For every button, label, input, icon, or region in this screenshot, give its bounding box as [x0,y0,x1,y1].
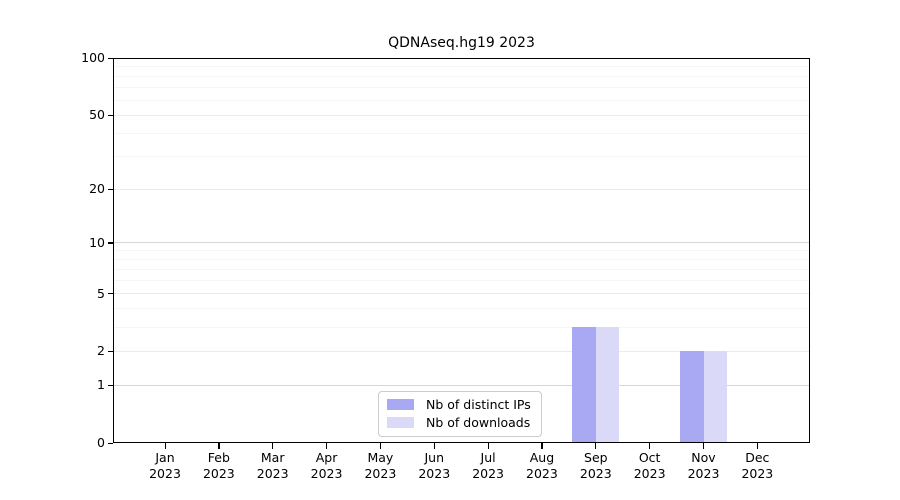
gridline-y70 [114,86,809,88]
x-tick-label-jul: Jul 2023 [460,450,516,482]
y-tick-mark-1 [108,384,113,386]
legend-item-downloads: Nb of downloads [387,415,531,430]
x-tick-label-nov: Nov 2023 [676,450,732,482]
bar-nov-2023-downloads [703,351,727,443]
x-tick-label-dec: Dec 2023 [729,450,785,482]
chart-title: QDNAseq.hg19 2023 [388,35,535,51]
x-tick-label-jun: Jun 2023 [406,450,462,482]
gridline-y7 [114,269,809,271]
bar-nov-2023-distinct-ips [680,351,704,443]
y-tick-mark-20 [108,188,113,190]
legend-swatch-downloads-icon [387,417,414,428]
x-tick-year-aug: 2023 [526,466,558,481]
x-tick-label-jan: Jan 2023 [137,450,193,482]
y-tick-label-0: 0 [97,435,105,450]
y-tick-mark-0 [108,442,113,444]
y-tick-label-5: 5 [97,285,105,301]
gridline-y5 [114,293,809,295]
x-tick-year-mar: 2023 [256,466,289,481]
x-tick-mark-jun [433,443,435,449]
x-tick-label-may: May 2023 [352,450,408,482]
x-tick-year-dec: 2023 [741,466,774,481]
x-tick-mark-apr [326,443,328,449]
y-tick-mark-100 [108,57,113,59]
x-tick-year-may: 2023 [364,466,397,481]
x-tick-label-apr: Apr 2023 [299,450,355,482]
x-tick-mark-nov [703,443,705,449]
x-tick-year-feb: 2023 [202,466,235,481]
bar-sep-2023-downloads [595,327,620,443]
y-tick-label-20: 20 [89,181,105,197]
gridline-y30 [114,156,809,158]
x-tick-year-jul: 2023 [472,466,504,481]
y-tick-label-100: 100 [81,50,105,65]
x-tick-year-apr: 2023 [310,466,343,481]
gridline-y10 [114,242,809,244]
x-tick-mark-mar [272,443,274,449]
y-tick-mark-5 [108,293,113,295]
x-tick-label-feb: Feb 2023 [191,450,247,482]
y-tick-label-1: 1 [97,377,105,393]
plot-frame [113,58,810,443]
gridline-y3 [114,326,809,328]
gridline-y1 [114,384,809,386]
gridline-y80 [114,75,809,77]
y-tick-label-10: 10 [89,234,105,250]
legend-item-distinct-ips: Nb of distinct IPs [387,397,531,412]
x-tick-year-sep: 2023 [579,466,612,481]
x-tick-label-oct: Oct 2023 [622,450,678,482]
legend-label-distinct-ips: Nb of distinct IPs [426,397,531,412]
bar-sep-2023-distinct-ips [572,327,596,443]
gridline-y60 [114,99,809,101]
x-tick-mark-oct [649,443,651,449]
y-tick-label-2: 2 [97,343,105,359]
x-tick-mark-jul [487,443,489,449]
x-tick-label-mar: Mar 2023 [245,450,301,482]
x-tick-year-nov: 2023 [687,466,720,481]
x-tick-year-oct: 2023 [633,466,666,481]
legend-swatch-distinct-ips-icon [387,399,414,410]
x-tick-year-jan: 2023 [149,466,181,481]
x-tick-mark-sep [595,443,597,449]
y-tick-mark-10 [108,242,113,244]
gridline-y50 [114,114,809,116]
gridline-y90 [114,66,809,68]
x-tick-mark-feb [218,443,220,449]
x-tick-mark-jan [164,443,166,449]
gridline-y40 [114,132,809,134]
x-tick-label-aug: Aug 2023 [514,450,570,482]
x-tick-mark-aug [541,443,543,449]
y-tick-mark-2 [108,350,113,353]
gridline-y6 [114,280,809,282]
y-tick-mark-50 [108,114,113,116]
x-tick-mark-dec [756,443,759,449]
y-tick-label-50: 50 [89,107,105,122]
x-tick-year-jun: 2023 [418,466,451,481]
gridline-y4 [114,308,809,310]
gridline-y20 [114,188,809,190]
gridline-y8 [114,259,809,261]
x-tick-mark-may [379,443,382,449]
gridline-y9 [114,250,809,252]
legend: Nb of distinct IPs Nb of downloads [378,391,542,437]
gridline-y2 [114,350,809,352]
x-tick-label-sep: Sep 2023 [568,450,624,482]
legend-label-downloads: Nb of downloads [426,415,531,430]
